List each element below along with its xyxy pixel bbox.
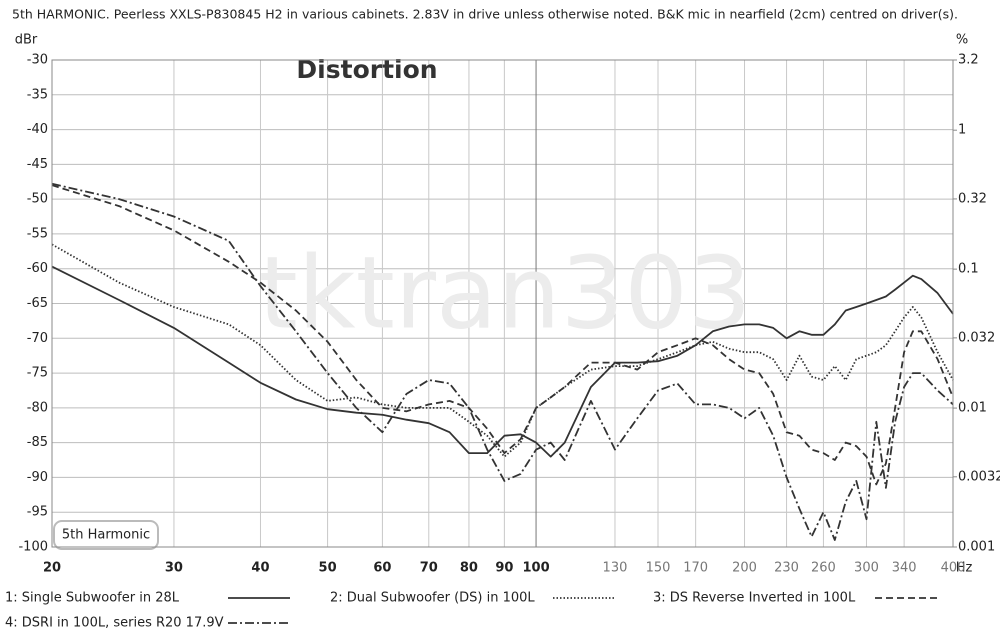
x-axis-label: Hz bbox=[956, 561, 973, 576]
series-line bbox=[51, 265, 954, 458]
y-tick-label: -45 bbox=[27, 157, 48, 172]
x-tick-label: 30 bbox=[165, 561, 183, 576]
legend-label: 3: DS Reverse Inverted in 100L bbox=[653, 591, 856, 606]
x-tick-label: 70 bbox=[420, 561, 438, 576]
x-tick-label: 170 bbox=[683, 561, 708, 576]
x-tick-label: 90 bbox=[495, 561, 513, 576]
y-tick-label: -90 bbox=[27, 470, 48, 485]
series-line bbox=[51, 182, 954, 541]
badge-box bbox=[53, 520, 159, 550]
x-tick-label: 230 bbox=[774, 561, 799, 576]
x-tick-label: 100 bbox=[522, 561, 549, 576]
y-tick-label: -30 bbox=[27, 53, 48, 68]
plot-frame bbox=[51, 59, 954, 548]
y-tick-label: -70 bbox=[27, 331, 48, 346]
legend-label: 2: Dual Subwoofer (DS) in 100L bbox=[330, 591, 535, 606]
x-tick-label: 340 bbox=[892, 561, 917, 576]
y2-tick-label: 1 bbox=[958, 123, 966, 138]
plot bbox=[51, 182, 954, 541]
series-line bbox=[51, 184, 954, 486]
y-tick-label: -80 bbox=[27, 400, 48, 415]
y2-tick-label: 0.32 bbox=[958, 191, 987, 206]
legend-label: 1: Single Subwoofer in 28L bbox=[5, 591, 180, 606]
x-tick-label: 80 bbox=[460, 561, 478, 576]
x-tick-label: 260 bbox=[811, 561, 836, 576]
x-tick-label: 60 bbox=[373, 561, 391, 576]
x-tick-label: 150 bbox=[646, 561, 671, 576]
badge: 5th Harmonic bbox=[62, 528, 150, 543]
y-axis-label: dBr bbox=[15, 33, 38, 48]
y2-tick-label: 0.01 bbox=[958, 401, 987, 416]
y2-axis-label: % bbox=[956, 33, 968, 48]
y-tick-label: -85 bbox=[27, 435, 48, 450]
y-tick-label: -75 bbox=[27, 366, 48, 381]
x-tick-label: 300 bbox=[854, 561, 879, 576]
y-tick-label: -35 bbox=[27, 87, 48, 102]
x-tick-label: 50 bbox=[319, 561, 337, 576]
y-tick-label: -55 bbox=[27, 226, 48, 241]
annotation: Distortion bbox=[296, 55, 437, 84]
y-tick-label: -60 bbox=[27, 261, 48, 276]
watermark: tktran303 bbox=[259, 234, 752, 351]
y2-tick-label: 0.001 bbox=[958, 540, 995, 555]
x-tick-label: 130 bbox=[603, 561, 628, 576]
y2-tick-label: 0.032 bbox=[958, 330, 995, 345]
y-tick-label: -50 bbox=[27, 192, 48, 207]
y2-tick-label: 0.0032 bbox=[958, 469, 1000, 484]
y-tick-label: -100 bbox=[18, 540, 48, 555]
x-tick-label: 20 bbox=[43, 561, 61, 576]
x-tick-label: 400 bbox=[941, 561, 966, 576]
y-tick-label: -40 bbox=[27, 122, 48, 137]
legend-label: 4: DSRI in 100L, series R20 17.9V bbox=[5, 616, 224, 631]
y2-tick-label: 0.1 bbox=[958, 262, 979, 277]
y-tick-label: -95 bbox=[27, 505, 48, 520]
x-tick-label: 200 bbox=[732, 561, 757, 576]
chart-title: 5th HARMONIC. Peerless XXLS-P830845 H2 i… bbox=[12, 7, 958, 22]
y2-tick-label: 3.2 bbox=[958, 53, 979, 68]
y-tick-label: -65 bbox=[27, 296, 48, 311]
x-tick-label: 40 bbox=[251, 561, 269, 576]
